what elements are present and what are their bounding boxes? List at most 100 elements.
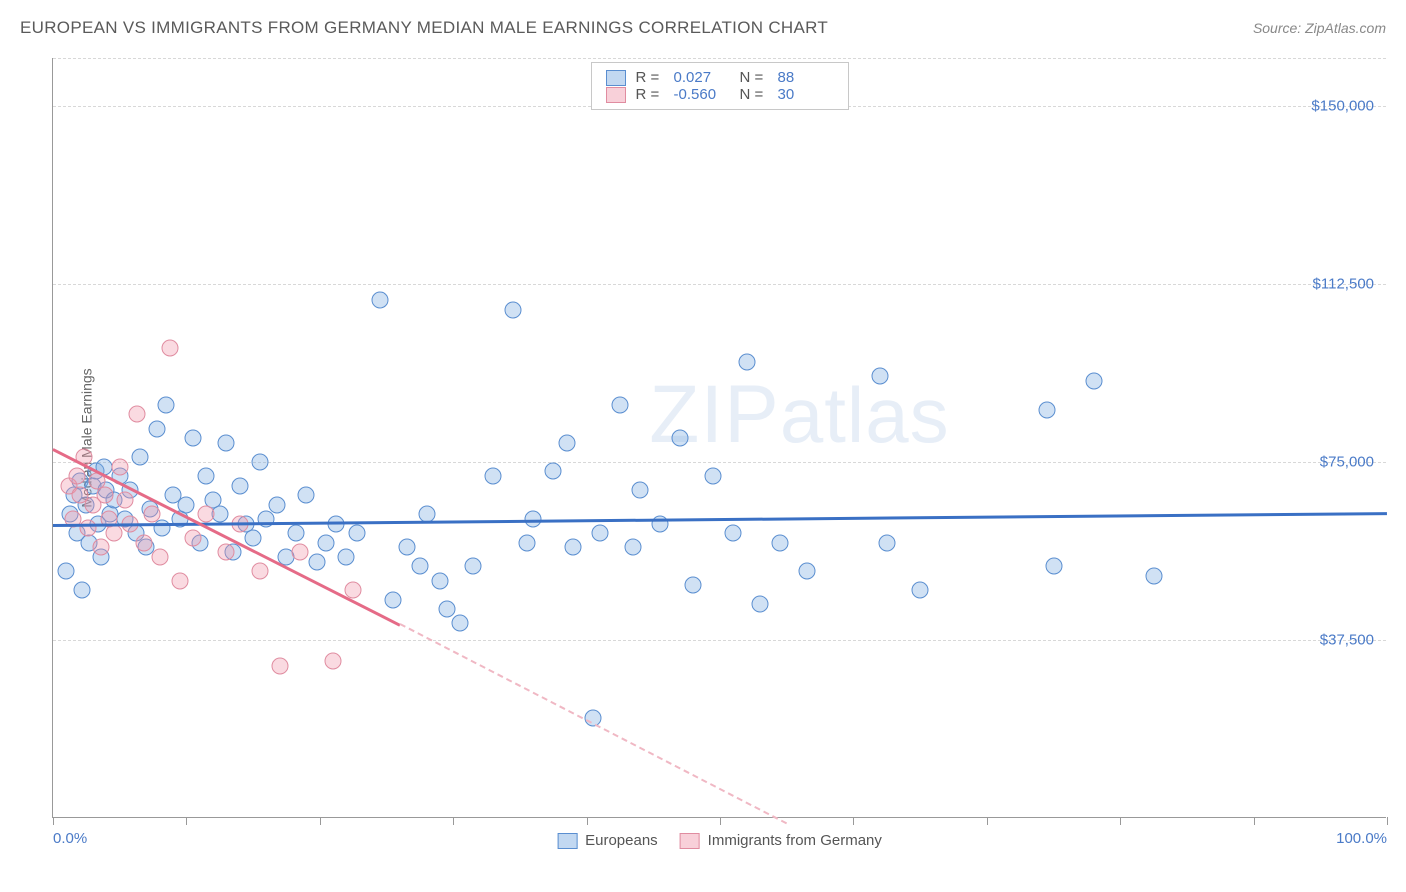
data-point [411,558,428,575]
data-point [738,354,755,371]
data-point [752,596,769,613]
data-point [625,539,642,556]
data-point [185,529,202,546]
data-point [558,434,575,451]
source-prefix: Source: [1253,20,1305,36]
gridline [53,58,1386,59]
xtick [320,817,321,825]
r-label: R = [636,86,664,103]
data-point [117,491,134,508]
xtick [1254,817,1255,825]
legend-item-europeans: Europeans [557,832,658,849]
data-point [338,548,355,565]
data-point [111,458,128,475]
data-point [135,534,152,551]
data-point [725,525,742,542]
data-point [1045,558,1062,575]
data-point [198,468,215,485]
data-point [143,506,160,523]
data-point [185,430,202,447]
data-point [106,525,123,542]
data-point [431,572,448,589]
data-point [287,525,304,542]
chart-header: EUROPEAN VS IMMIGRANTS FROM GERMANY MEDI… [0,0,1406,46]
data-point [611,396,628,413]
data-point [291,544,308,561]
xtick [186,817,187,825]
data-point [298,487,315,504]
swatch-icon [557,833,577,849]
data-point [1145,567,1162,584]
n-label: N = [740,86,768,103]
data-point [371,292,388,309]
data-point [245,529,262,546]
data-point [231,477,248,494]
data-point [1085,373,1102,390]
xtick [587,817,588,825]
data-point [485,468,502,485]
chart-area: ZIPatlas Median Male Earnings R = 0.027 … [52,58,1386,818]
data-point [772,534,789,551]
data-point [198,506,215,523]
n-value-0: 88 [778,69,834,86]
xtick-label: 0.0% [53,830,87,847]
data-point [325,653,342,670]
swatch-europeans [606,70,626,86]
data-point [671,430,688,447]
data-point [385,591,402,608]
data-point [58,563,75,580]
data-point [79,520,96,537]
data-point [518,534,535,551]
data-point [398,539,415,556]
data-point [705,468,722,485]
data-point [171,572,188,589]
xtick [987,817,988,825]
data-point [465,558,482,575]
xtick [1387,817,1388,825]
data-point [309,553,326,570]
data-point [591,525,608,542]
watermark-b: atlas [780,371,950,459]
series-legend: Europeans Immigrants from Germany [557,832,882,849]
data-point [872,368,889,385]
data-point [349,525,366,542]
xtick [53,817,54,825]
data-point [69,468,86,485]
swatch-germany [606,87,626,103]
r-value-0: 0.027 [674,69,730,86]
data-point [158,396,175,413]
data-point [318,534,335,551]
data-point [271,658,288,675]
data-point [149,420,166,437]
legend-label: Europeans [585,832,658,849]
data-point [565,539,582,556]
legend-row-1: R = -0.560 N = 30 [606,86,834,103]
xtick-label: 100.0% [1336,830,1387,847]
data-point [258,510,275,527]
data-point [269,496,286,513]
swatch-icon [680,833,700,849]
data-point [162,339,179,356]
n-value-1: 30 [778,86,834,103]
correlation-legend: R = 0.027 N = 88 R = -0.560 N = 30 [591,62,849,110]
watermark: ZIPatlas [649,368,949,462]
data-point [685,577,702,594]
data-point [545,463,562,480]
chart-title: EUROPEAN VS IMMIGRANTS FROM GERMANY MEDI… [20,18,828,38]
xtick [720,817,721,825]
gridline [53,284,1386,285]
legend-item-germany: Immigrants from Germany [680,832,882,849]
data-point [97,487,114,504]
data-point [178,496,195,513]
xtick [1120,817,1121,825]
n-label: N = [740,69,768,86]
data-point [251,453,268,470]
data-point [131,449,148,466]
ytick-label: $112,500 [1313,275,1374,292]
data-point [451,615,468,632]
xtick [453,817,454,825]
plot-area: ZIPatlas Median Male Earnings R = 0.027 … [52,58,1386,818]
data-point [74,582,91,599]
data-point [631,482,648,499]
data-point [438,601,455,618]
